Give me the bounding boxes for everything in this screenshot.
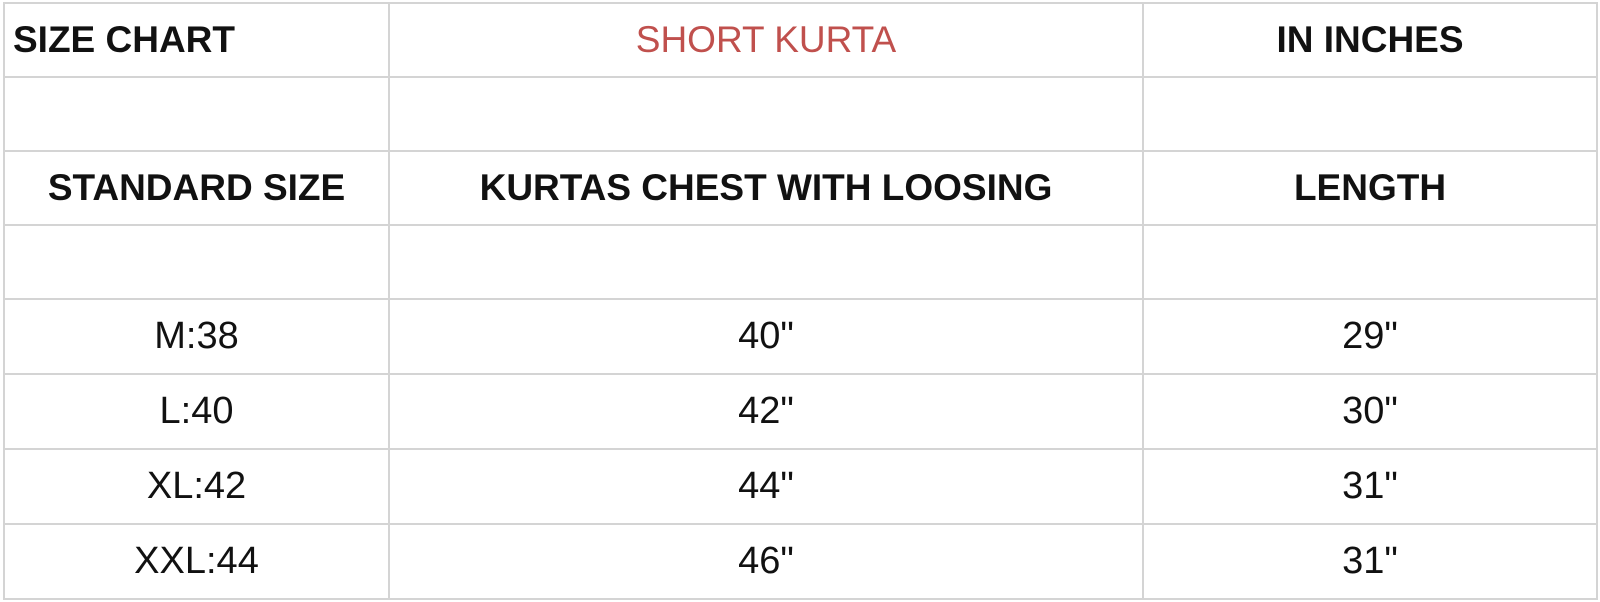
size-cell: XXL:44 (3, 523, 390, 600)
blank-cell (3, 224, 390, 300)
table-row: XL:42 44" 31" (3, 448, 1598, 525)
blank-cell (3, 76, 390, 152)
table-row: M:38 40" 29" (3, 298, 1598, 375)
length-cell: 30" (1142, 373, 1598, 450)
size-cell: XL:42 (3, 448, 390, 525)
title-row: SIZE CHART SHORT KURTA IN INCHES (3, 2, 1598, 78)
chest-cell: 42" (388, 373, 1144, 450)
blank-cell (1142, 224, 1598, 300)
size-chart-title: SIZE CHART (3, 2, 390, 78)
blank-row (3, 76, 1598, 152)
header-standard-size: STANDARD SIZE (3, 150, 390, 226)
header-chest: KURTAS CHEST WITH LOOSING (388, 150, 1144, 226)
table-row: L:40 42" 30" (3, 373, 1598, 450)
header-length: LENGTH (1142, 150, 1598, 226)
length-cell: 31" (1142, 448, 1598, 525)
blank-row (3, 224, 1598, 300)
size-chart-table: SIZE CHART SHORT KURTA IN INCHES STANDAR… (3, 2, 1598, 600)
size-cell: M:38 (3, 298, 390, 375)
chest-cell: 44" (388, 448, 1144, 525)
blank-cell (388, 76, 1144, 152)
chest-cell: 40" (388, 298, 1144, 375)
table-row: XXL:44 46" 31" (3, 523, 1598, 600)
size-cell: L:40 (3, 373, 390, 450)
blank-cell (388, 224, 1144, 300)
chest-cell: 46" (388, 523, 1144, 600)
length-cell: 31" (1142, 523, 1598, 600)
length-cell: 29" (1142, 298, 1598, 375)
blank-cell (1142, 76, 1598, 152)
column-header-row: STANDARD SIZE KURTAS CHEST WITH LOOSING … (3, 150, 1598, 226)
product-title: SHORT KURTA (388, 2, 1144, 78)
unit-label: IN INCHES (1142, 2, 1598, 78)
